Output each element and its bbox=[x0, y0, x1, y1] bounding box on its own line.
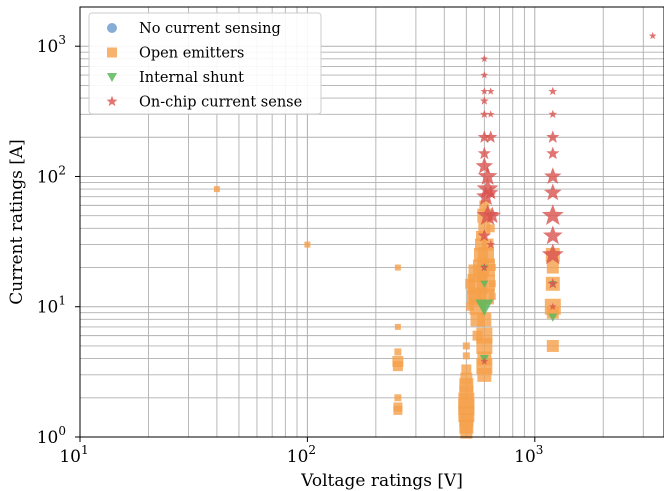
data-point bbox=[483, 206, 501, 224]
data-point bbox=[477, 146, 491, 160]
data-point bbox=[479, 96, 489, 105]
legend-label: On-chip current sense bbox=[139, 95, 302, 111]
data-point bbox=[394, 348, 402, 356]
data-point bbox=[461, 364, 472, 375]
data-point bbox=[476, 337, 493, 354]
data-point bbox=[479, 262, 489, 272]
legend: No current sensing Open emitters Internal … bbox=[88, 12, 322, 115]
legend-marker-square bbox=[107, 47, 117, 58]
data-point bbox=[213, 186, 220, 193]
data-point bbox=[476, 186, 496, 206]
legend-label: Open emitters bbox=[139, 46, 244, 62]
x-tick-label: 102 bbox=[287, 443, 316, 467]
y-axis-label: Current ratings [A] bbox=[7, 139, 27, 304]
data-point bbox=[483, 184, 499, 200]
data-point bbox=[394, 264, 401, 271]
data-point bbox=[544, 167, 562, 184]
y-tick-label: 102 bbox=[37, 163, 66, 187]
data-point bbox=[480, 280, 489, 288]
data-point bbox=[480, 54, 489, 63]
plot-frame bbox=[79, 6, 664, 438]
x-tick-label: 103 bbox=[514, 443, 543, 467]
data-point bbox=[479, 109, 489, 119]
series-triangle-down bbox=[475, 264, 558, 364]
data-point bbox=[548, 86, 558, 96]
data-point bbox=[394, 323, 401, 330]
legend-marker-circle bbox=[107, 23, 117, 33]
data-point bbox=[460, 426, 473, 439]
legend-marker-triangle-down bbox=[107, 73, 117, 82]
data-point bbox=[477, 130, 491, 143]
data-point bbox=[544, 183, 562, 201]
data-point bbox=[477, 312, 492, 327]
data-point bbox=[486, 110, 495, 118]
data-point bbox=[475, 299, 494, 316]
data-point bbox=[648, 31, 657, 40]
data-point bbox=[546, 146, 560, 160]
data-point bbox=[477, 367, 492, 382]
data-point bbox=[486, 224, 495, 233]
data-point bbox=[392, 361, 403, 372]
data-point bbox=[548, 313, 558, 322]
data-point bbox=[393, 405, 403, 415]
series-star bbox=[475, 31, 657, 365]
data-point bbox=[488, 280, 496, 288]
data-point bbox=[542, 225, 563, 245]
legend-label: Internal shunt bbox=[139, 70, 244, 86]
y-tick-label: 101 bbox=[37, 294, 66, 318]
data-point bbox=[548, 302, 557, 310]
legend-marker-star bbox=[106, 95, 118, 107]
data-point bbox=[477, 228, 491, 242]
data-point bbox=[541, 204, 564, 225]
data-point bbox=[462, 352, 470, 360]
data-point bbox=[546, 130, 560, 143]
data-point bbox=[480, 87, 489, 95]
data-point bbox=[548, 109, 558, 119]
data-point bbox=[541, 243, 564, 265]
data-point bbox=[462, 342, 470, 350]
data-points bbox=[213, 31, 657, 439]
data-point bbox=[480, 71, 489, 79]
data-point bbox=[547, 278, 559, 289]
x-tick-label: 101 bbox=[59, 443, 88, 467]
data-point bbox=[486, 239, 496, 249]
x-axis-label: Voltage ratings [V] bbox=[300, 471, 463, 491]
data-point bbox=[488, 264, 496, 272]
legend-label: No current sensing bbox=[139, 21, 281, 37]
data-point bbox=[475, 156, 494, 174]
data-point bbox=[488, 292, 496, 300]
data-point bbox=[477, 166, 498, 185]
data-point bbox=[476, 177, 499, 199]
data-point bbox=[394, 394, 402, 402]
data-point bbox=[546, 261, 559, 274]
legend-box bbox=[88, 12, 322, 115]
data-point bbox=[484, 130, 498, 143]
y-tick-label: 103 bbox=[37, 33, 66, 57]
y-tick-label: 100 bbox=[37, 424, 66, 448]
data-point bbox=[486, 87, 495, 95]
data-point bbox=[304, 241, 311, 248]
data-point bbox=[479, 200, 490, 211]
data-point bbox=[546, 339, 559, 352]
data-point bbox=[480, 357, 489, 365]
